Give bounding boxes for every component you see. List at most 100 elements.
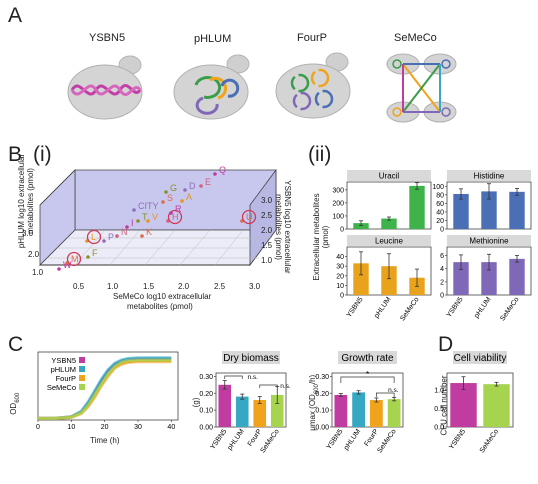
scatter-axis-semeco-line1: SeMeCo log10 extracellular bbox=[113, 292, 212, 301]
growth-rate-ylabel-text: μmax (OD bbox=[308, 394, 318, 431]
scatter-point bbox=[57, 267, 61, 271]
chart-title: Growth rate bbox=[341, 353, 394, 364]
scatter-point bbox=[183, 188, 187, 192]
scatter-point-label: U bbox=[246, 212, 253, 222]
scatter-rtick: 1.5 bbox=[261, 241, 273, 250]
x-tick-label: 40 bbox=[167, 424, 175, 431]
chart-title-strip bbox=[453, 351, 507, 364]
y-tick-label: 0.00 bbox=[199, 425, 213, 432]
scatter-ltick: 3.0 bbox=[22, 229, 34, 238]
chart-title-strip bbox=[347, 170, 431, 181]
scatter-point-label: P bbox=[108, 232, 114, 242]
scatter-point bbox=[199, 184, 203, 188]
y-tick-label: 1.0 bbox=[434, 387, 444, 394]
bar bbox=[381, 266, 397, 295]
scatter-point bbox=[115, 234, 119, 238]
growth-series-line bbox=[38, 359, 172, 419]
legend-label: pHLUM bbox=[51, 365, 76, 374]
legend-label: FourP bbox=[56, 374, 76, 383]
bar bbox=[352, 392, 366, 427]
scatter-ltick: 1.0 bbox=[32, 268, 44, 277]
legend-swatch bbox=[79, 375, 85, 381]
significance-bracket bbox=[340, 376, 395, 383]
y-tick-label: 40 bbox=[336, 254, 344, 261]
panel-c-letter: C bbox=[8, 333, 24, 356]
scatter-point-label: W bbox=[63, 260, 72, 270]
chart-frame bbox=[215, 372, 287, 428]
chart-title-strip bbox=[447, 170, 531, 181]
growth-xlabel: Time (h) bbox=[90, 436, 120, 445]
scatter-point-highlight bbox=[241, 209, 257, 225]
y-tick-label: 0.30 bbox=[199, 374, 213, 381]
y-tick-label: 80 bbox=[436, 192, 444, 199]
cell-phlum-illustration bbox=[173, 54, 250, 120]
cell-semeco-illustration bbox=[386, 53, 457, 123]
significance-star: * bbox=[366, 370, 369, 379]
y-tick-label: 200 bbox=[332, 200, 344, 207]
y-tick-label: 0 bbox=[340, 293, 344, 300]
y-tick-label: 100 bbox=[432, 184, 444, 191]
y-tick-label: 2 bbox=[440, 279, 444, 286]
scatter-point-label: N bbox=[121, 227, 128, 237]
scatter-point-label: I bbox=[131, 218, 134, 228]
scatter-xtick: 3.0 bbox=[249, 282, 261, 291]
scatter-point-label: L bbox=[91, 232, 96, 242]
y-tick-label: 0 bbox=[340, 227, 344, 234]
cell-viability-ylabel: CFU cell number bbox=[439, 375, 449, 436]
chart-title: Methionine bbox=[469, 237, 509, 246]
x-tick-label: 20 bbox=[101, 424, 109, 431]
chart-title-strip bbox=[222, 351, 280, 364]
y-tick-label: 0.20 bbox=[315, 391, 329, 398]
chart-title: Cell viability bbox=[454, 353, 507, 364]
scatter-point-label: S bbox=[167, 193, 173, 203]
scatter-point-label: A bbox=[186, 192, 192, 202]
scatter-point-highlight bbox=[66, 251, 82, 267]
scatter-rtick: 2.0 bbox=[261, 226, 273, 235]
scatter-point-label: F bbox=[92, 248, 98, 258]
scatter-point bbox=[146, 219, 150, 223]
scatter-point-highlight bbox=[167, 209, 183, 225]
scatter-point bbox=[161, 200, 165, 204]
y-tick-label: 0.10 bbox=[315, 408, 329, 415]
strain-label-semeco: SeMeCo bbox=[394, 32, 437, 44]
scatter-axis-semeco-line2: metabolites (pmol) bbox=[127, 302, 193, 311]
bar bbox=[334, 394, 348, 427]
bar bbox=[450, 383, 477, 427]
bar bbox=[483, 384, 510, 427]
scatter-point-label: M bbox=[71, 254, 79, 264]
y-tick-label: 40 bbox=[436, 209, 444, 216]
scatter-point-label: G bbox=[170, 183, 177, 193]
growth-rate-ylabel-sub: 600 bbox=[313, 384, 320, 395]
scatter-point bbox=[136, 219, 140, 223]
cell-ysbn5-illustration bbox=[67, 55, 143, 120]
bar bbox=[409, 185, 425, 229]
x-tick-label: FourP bbox=[363, 428, 380, 448]
scatter-point bbox=[86, 255, 90, 259]
significance-bracket bbox=[224, 375, 243, 379]
scatter-point bbox=[125, 225, 129, 229]
scatter-point bbox=[169, 211, 173, 215]
scatter-point-label: R bbox=[175, 204, 182, 214]
scatter-rtick: 3.0 bbox=[261, 196, 273, 205]
scatter-point-label: K bbox=[146, 227, 152, 237]
dry-biomass-ylabel: (g) bbox=[191, 397, 201, 408]
scatter-point-label: CITY bbox=[138, 201, 159, 211]
bar bbox=[353, 263, 369, 295]
scatter-point bbox=[132, 208, 136, 212]
y-tick-label: 0.00 bbox=[315, 425, 329, 432]
scatter-point-label: D bbox=[189, 181, 196, 191]
panel-b-letter: B bbox=[8, 143, 23, 166]
strain-label-fourp: FourP bbox=[297, 32, 327, 44]
chart-title-strip bbox=[447, 235, 531, 246]
panel-b-sub-ii: (ii) bbox=[308, 143, 332, 166]
bar bbox=[509, 258, 525, 295]
y-tick-label: 0.20 bbox=[199, 391, 213, 398]
panel-a-letter: A bbox=[8, 4, 23, 27]
bar bbox=[481, 191, 497, 229]
scatter-point bbox=[213, 172, 217, 176]
